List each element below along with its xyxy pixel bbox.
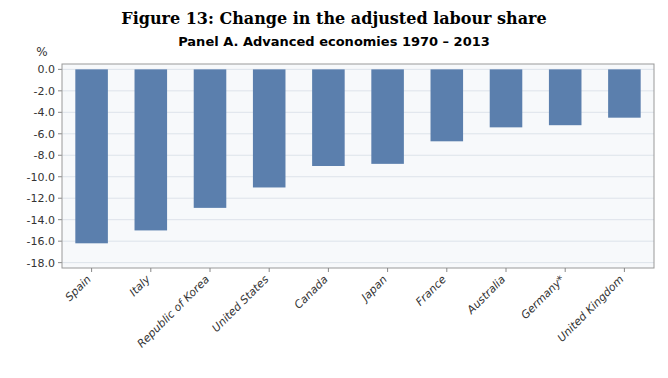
tick-mark [446, 268, 447, 272]
tick-label: -2.0 [34, 85, 55, 98]
tick-mark [58, 219, 62, 220]
tick-label: -18.0 [27, 257, 55, 270]
tick-mark [506, 268, 507, 272]
tick-label: -10.0 [27, 171, 55, 184]
tick-label: United Kingdom [555, 273, 627, 345]
tick-label: Australia [464, 273, 508, 317]
tick-mark [58, 112, 62, 113]
bar [431, 69, 464, 141]
tick-label: Italy [127, 273, 153, 299]
tick-mark [624, 268, 625, 272]
title: Figure 13: Change in the adjusted labour… [121, 9, 546, 28]
bar [490, 69, 523, 127]
tick-label: -6.0 [34, 128, 55, 141]
plot-frame [62, 64, 654, 268]
tick-label: Republic of Korea [135, 273, 213, 351]
tick-mark [58, 133, 62, 134]
axis-label: % [36, 45, 47, 59]
tick-label: United States [209, 273, 271, 335]
tick-mark [58, 198, 62, 199]
bar [371, 69, 404, 163]
tick-mark [58, 176, 62, 177]
bars [75, 69, 640, 243]
bar [312, 69, 345, 166]
tick-label: Canada [292, 273, 331, 312]
bar [135, 69, 168, 230]
chart: Figure 13: Change in the adjusted labour… [0, 0, 668, 378]
tick-label: 0.0 [38, 63, 56, 76]
tick-label: -12.0 [27, 192, 55, 205]
tick-mark [58, 90, 62, 91]
subtitle: Panel A. Advanced economies 1970 – 2013 [178, 34, 490, 49]
bar [549, 69, 582, 125]
tick-mark [210, 268, 211, 272]
plot-area [62, 64, 654, 268]
tick-mark [328, 268, 329, 272]
bar [253, 69, 286, 187]
tick-label: -16.0 [27, 235, 55, 248]
tick-label: Spain [63, 273, 94, 304]
tick-mark [58, 69, 62, 70]
tick-label: Japan [357, 273, 389, 305]
tick-label: -14.0 [27, 214, 55, 227]
tick-label: Germany* [518, 273, 567, 322]
tick-mark [387, 268, 388, 272]
tick-label: France [413, 273, 449, 309]
tick-label: -4.0 [34, 106, 55, 119]
tick-mark [565, 268, 566, 272]
grid-line [62, 241, 654, 242]
tick-mark [150, 268, 151, 272]
bar [75, 69, 108, 243]
tick-mark [269, 268, 270, 272]
tick-mark [58, 155, 62, 156]
tick-label: -8.0 [34, 149, 55, 162]
bar [194, 69, 227, 208]
bar [608, 69, 641, 117]
tick-mark [58, 241, 62, 242]
tick-mark [58, 262, 62, 263]
grid-line [62, 262, 654, 263]
tick-mark [91, 268, 92, 272]
